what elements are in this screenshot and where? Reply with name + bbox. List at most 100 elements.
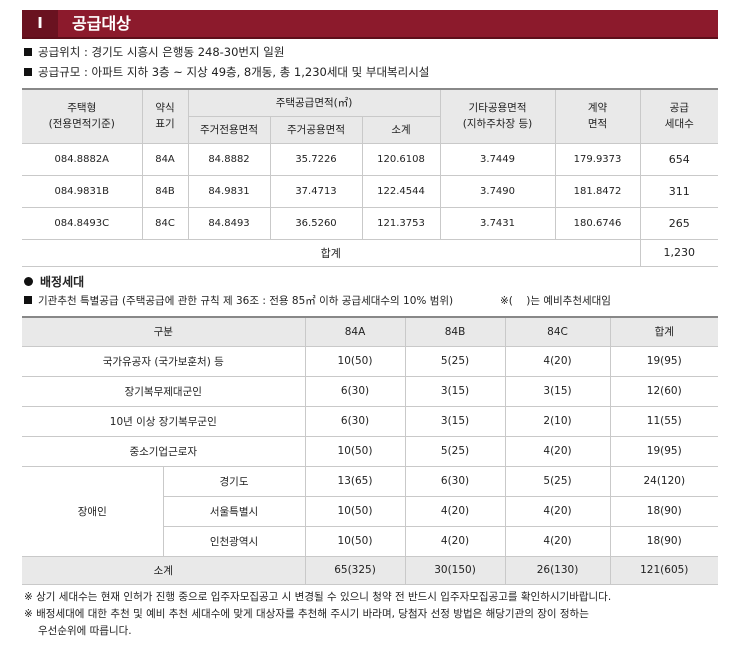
cell: 35.7226 <box>269 142 363 176</box>
total-row: 합계 1,230 <box>22 238 719 267</box>
cell: 3.7449 <box>439 142 556 176</box>
cell: 122.4544 <box>361 174 441 208</box>
header-text: (지하주차장 등) <box>462 118 533 131</box>
cell: 36.5260 <box>269 206 363 240</box>
data-row: 인천광역시 10(50) 4(20) 4(20) 18(90) <box>22 525 719 557</box>
cell: 654 <box>639 142 719 176</box>
header-cell: 84A <box>304 316 406 347</box>
header-row: 주택형 (전용면적기준) 약식 표기 주택공급면적(㎡) 기타공용면적 (지하주차장 등) 계… <box>22 88 719 144</box>
cell: 3(15) <box>404 405 506 437</box>
cell: 120.6108 <box>361 142 441 176</box>
cell: 37.4713 <box>269 174 363 208</box>
cell: 121(605) <box>609 555 719 585</box>
total-label: 합계 <box>22 238 641 267</box>
data-row: 서울특별시 10(50) 4(20) 4(20) 18(90) <box>22 495 719 527</box>
data-row: 중소기업근로자 10(50) 5(25) 4(20) 19(95) <box>22 435 719 467</box>
note: ※ 상기 세대수는 현재 인허가 진행 중으로 입주자모집공고 시 변경될 수 … <box>24 591 612 603</box>
header-cell: 기타공용면적 (지하주차장 등) <box>439 88 556 144</box>
info-text: 공급규모 : 아파트 지하 3층 ~ 지상 49층, 8개동, 총 1,230세… <box>38 65 430 79</box>
cell: 10(50) <box>304 495 406 527</box>
note: 우선순위에 따릅니다. <box>38 625 132 637</box>
data-row: 국가유공자 (국가보훈처) 등 10(50) 5(25) 4(20) 19(95) <box>22 345 719 377</box>
subtotal-label: 소계 <box>22 555 306 585</box>
row-label: 경기도 <box>162 465 306 497</box>
row-label: 서울특별시 <box>162 495 306 527</box>
cell: 4(20) <box>404 495 506 527</box>
cell: 19(95) <box>609 345 719 377</box>
allocation-table: 구분 84A 84B 84C 합계 국가유공자 (국가보훈처) 등 10(50) 5(25) 4… <box>22 316 719 585</box>
subtotal-row: 소계 65(325) 30(150) 26(130) 121(605) <box>22 555 719 585</box>
header-cell: 구분 <box>22 316 306 347</box>
cell: 265 <box>639 206 719 240</box>
cell: 179.9373 <box>554 142 641 176</box>
group-label: 장애인 <box>22 465 164 557</box>
cell: 84A <box>141 142 189 176</box>
cell: 4(20) <box>504 495 611 527</box>
cell: 26(130) <box>504 555 611 585</box>
subtitle: 기관추천 특별공급 (주택공급에 관한 규칙 제 36조 : 전용 85㎡ 이하… <box>38 295 454 307</box>
cell: 5(25) <box>404 345 506 377</box>
data-row: 10년 이상 장기복무군인 6(30) 3(15) 2(10) 11(55) <box>22 405 719 437</box>
header-cell: 주거공용면적 <box>269 115 363 144</box>
header-text: 표기 <box>155 118 175 131</box>
cell: 10(50) <box>304 345 406 377</box>
total-value: 1,230 <box>639 238 719 267</box>
cell: 13(65) <box>304 465 406 497</box>
cell: 3(15) <box>504 375 611 407</box>
cell: 10(50) <box>304 525 406 557</box>
cell: 18(90) <box>609 525 719 557</box>
data-row: 장기복무제대군인 6(30) 3(15) 3(15) 12(60) <box>22 375 719 407</box>
data-row: 084.8493C 84C 84.8493 36.5260 121.3753 3.7431… <box>22 206 719 240</box>
row-label: 중소기업근로자 <box>22 435 306 467</box>
cell: 3(15) <box>404 375 506 407</box>
cell: 6(30) <box>304 375 406 407</box>
cell: 4(20) <box>504 435 611 467</box>
cell: 4(20) <box>404 525 506 557</box>
row-label: 장기복무제대군인 <box>22 375 306 407</box>
subsection: 배정세대 <box>24 273 84 290</box>
cell: 24(120) <box>609 465 719 497</box>
header-cell: 주거전용면적 <box>188 115 271 144</box>
cell: 121.3753 <box>361 206 441 240</box>
subsection-title: 배정세대 <box>40 275 85 289</box>
cell: 4(20) <box>504 525 611 557</box>
data-row: 장애인 경기도 13(65) 6(30) 5(25) 24(120) <box>22 465 719 557</box>
cell: 4(20) <box>504 345 611 377</box>
cell: 181.8472 <box>554 174 641 208</box>
header-text: 면적 <box>587 118 608 131</box>
cell: 180.6746 <box>554 206 641 240</box>
cell: 84B <box>141 174 189 208</box>
header-text: 세대수 <box>664 118 694 131</box>
cell: 084.8493C <box>22 206 143 240</box>
cell: 311 <box>639 174 719 208</box>
info-line: 공급위치 : 경기도 시흥시 은행동 248-30번지 일원 <box>24 44 284 60</box>
cell: 5(25) <box>404 435 506 467</box>
cell: 84C <box>141 206 189 240</box>
header-cell: 주택공급면적(㎡) <box>187 88 441 117</box>
info-line: 공급규모 : 아파트 지하 3층 ~ 지상 49층, 8개동, 총 1,230세… <box>24 64 429 80</box>
cell: 10(50) <box>304 435 406 467</box>
header-text: 공급 <box>669 102 689 115</box>
header-cell: 84B <box>404 316 506 347</box>
cell: 6(30) <box>304 405 406 437</box>
cell: 30(150) <box>404 555 506 585</box>
header-text: 계약 <box>587 102 608 115</box>
header-cell: 약식 표기 <box>141 88 189 144</box>
header-row: 구분 84A 84B 84C 합계 <box>22 316 719 347</box>
cell: 084.9831B <box>22 174 143 208</box>
cell: 084.8882A <box>22 142 143 176</box>
header-cell: 84C <box>504 316 611 347</box>
subtitle-line: 기관추천 특별공급 (주택공급에 관한 규칙 제 36조 : 전용 85㎡ 이하… <box>24 293 453 308</box>
data-row: 084.9831B 84B 84.9831 37.4713 122.4544 3.7490… <box>22 174 719 208</box>
info-text: 공급위치 : 경기도 시흥시 은행동 248-30번지 일원 <box>38 45 285 59</box>
cell: 19(95) <box>609 435 719 467</box>
cell: 84.9831 <box>187 174 271 208</box>
note: ※ 배정세대에 대한 추천 및 예비 추천 세대수에 맞게 대상자를 추천해 주… <box>24 608 589 620</box>
cell: 18(90) <box>609 495 719 527</box>
cell: 5(25) <box>504 465 611 497</box>
row-label: 인천광역시 <box>162 525 306 557</box>
header-text: (전용면적기준) <box>48 118 115 131</box>
